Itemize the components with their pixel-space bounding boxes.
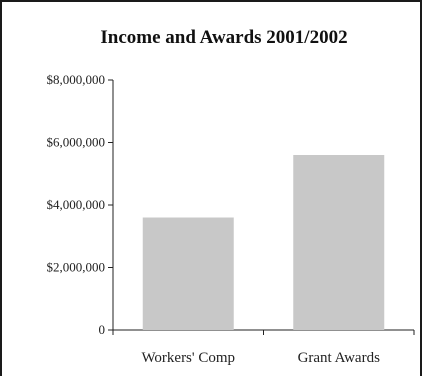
bars (142, 155, 385, 330)
y-tick-label: 0 (99, 322, 106, 337)
y-tick-label: $6,000,000 (47, 135, 106, 150)
category-labels: Workers' Comp Grant Awards (141, 350, 380, 366)
y-tick-label: $8,000,000 (47, 72, 106, 87)
x-category-label: Grant Awards (298, 350, 381, 366)
chart-title: Income and Awards 2001/2002 (100, 27, 347, 48)
y-axis-ticks: 0 $2,000,000 $4,000,000 $6,000,000 $8,000,00… (47, 72, 113, 337)
bar (293, 155, 385, 330)
x-axis-ticks (112, 330, 415, 335)
bar (142, 217, 234, 330)
x-category-label: Workers' Comp (141, 350, 235, 366)
y-tick-label: $2,000,000 (47, 260, 106, 275)
y-tick-label: $4,000,000 (47, 197, 106, 212)
